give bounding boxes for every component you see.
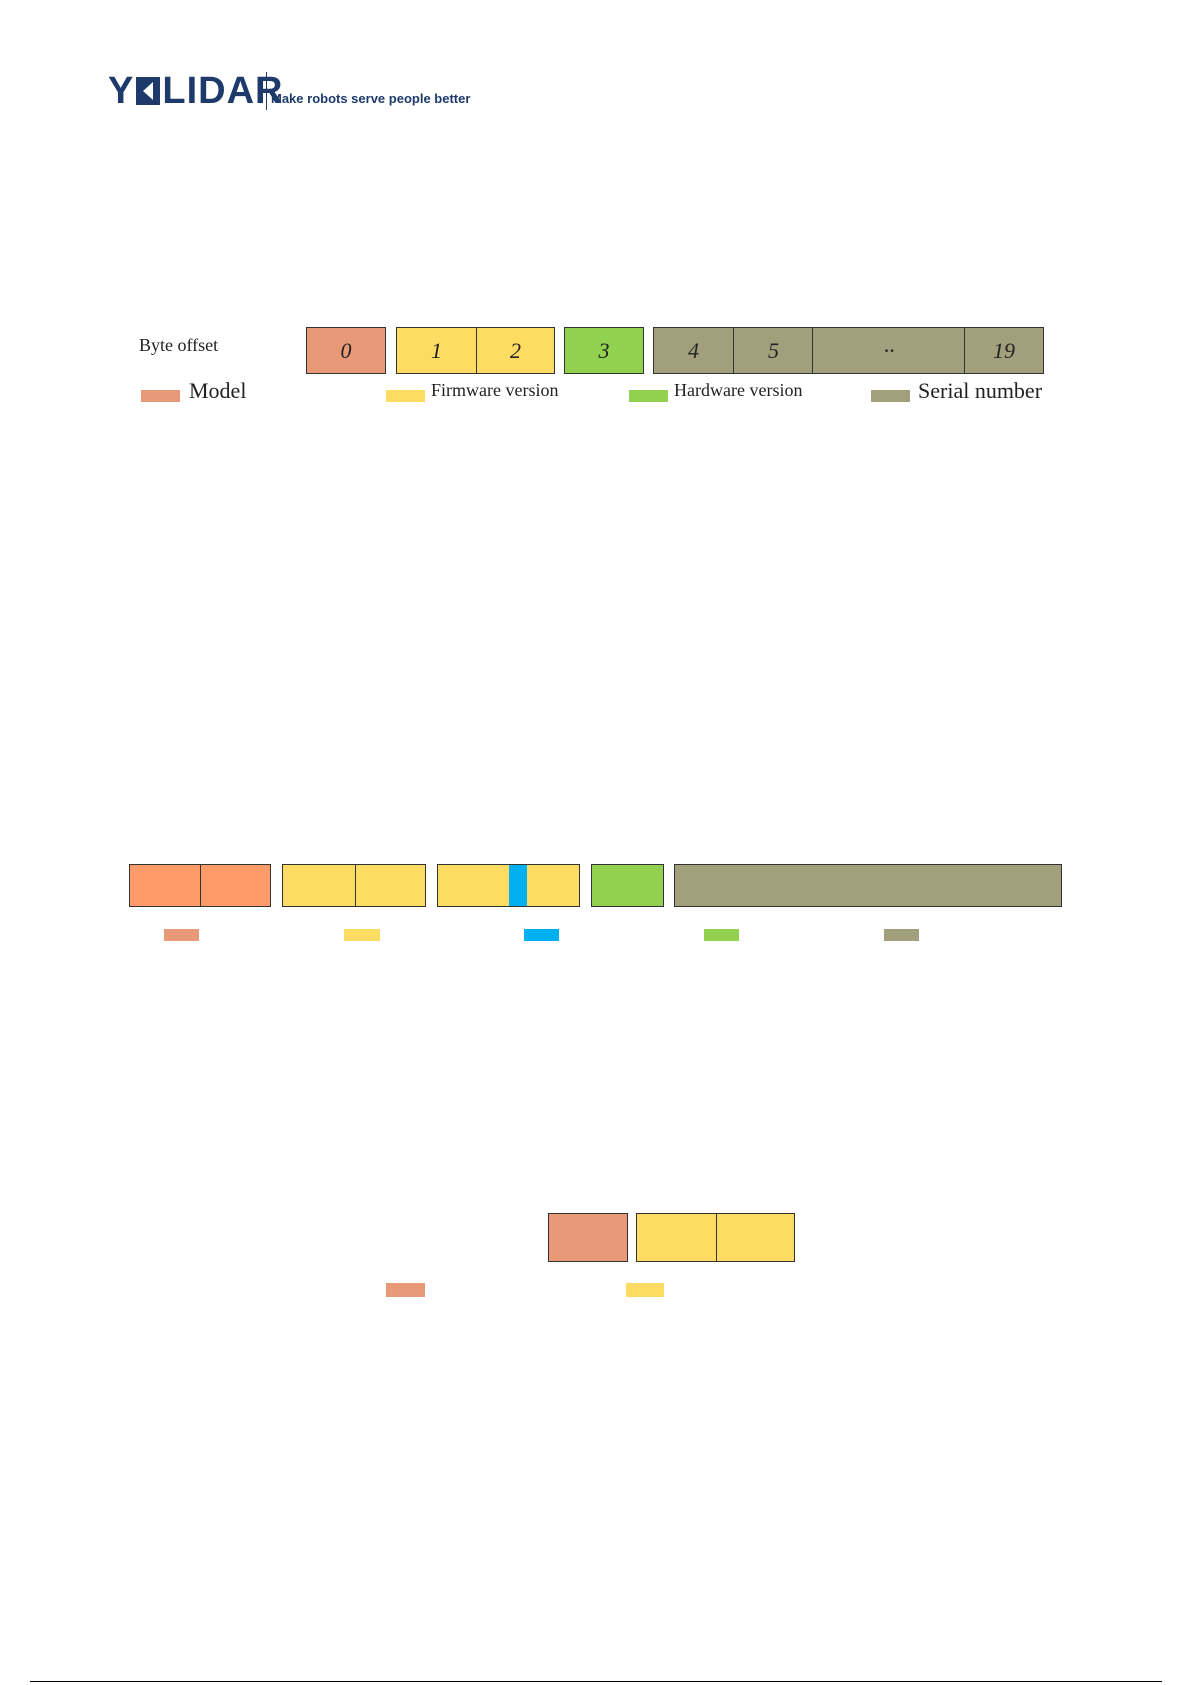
byte-cell: 19 xyxy=(964,328,1043,373)
logo-wordmark: Y LIDAR xyxy=(108,70,283,112)
legend-swatch-b xyxy=(344,929,380,941)
legend-swatch-c xyxy=(524,929,559,941)
byte-cell: 4 xyxy=(688,337,699,363)
legend-label-model: Model xyxy=(189,378,247,403)
logo-divider xyxy=(266,72,267,110)
legend-swatch-e xyxy=(884,929,919,941)
byte-cell xyxy=(200,865,270,906)
byte-cell xyxy=(283,865,355,906)
legend-label-firmware: Firmware version xyxy=(431,380,559,400)
byte-group-serial: 4 5 ·· 19 xyxy=(653,327,1044,374)
byte-cell: 1 xyxy=(431,337,442,363)
logo-eye-icon xyxy=(136,77,161,105)
legend-swatch-firmware xyxy=(386,390,425,402)
byte-cell xyxy=(355,865,425,906)
byte-cell xyxy=(637,1214,716,1261)
byte-cell: 0 xyxy=(340,337,352,363)
byte-group-e xyxy=(674,864,1062,907)
logo-letter-y: Y xyxy=(108,70,135,112)
legend-swatch-model-2 xyxy=(386,1283,425,1297)
byte-group-firmware: 1 2 xyxy=(396,327,555,374)
legend-swatch-firmware-2 xyxy=(626,1283,664,1297)
byte-group-c xyxy=(437,864,580,907)
slogan: Make robots serve people better xyxy=(271,91,471,106)
byte-group-firmware-2 xyxy=(636,1213,795,1262)
legend-label-hardware: Hardware version xyxy=(674,380,803,400)
legend-swatch-hardware xyxy=(629,390,668,402)
legend-swatch-a xyxy=(164,929,199,941)
legend-swatch-model xyxy=(141,390,180,402)
byte-cell: 5 xyxy=(733,328,813,373)
byte-group-d xyxy=(591,864,664,907)
byte-group-b xyxy=(282,864,426,907)
byte-cell: 2 xyxy=(476,328,554,373)
byte-cell xyxy=(130,865,200,906)
logo-letters-lidar: LIDAR xyxy=(162,70,284,112)
byte-group-hardware: 3 xyxy=(564,327,644,374)
byte-group-model: 0 xyxy=(306,327,386,374)
legend-swatch-serial xyxy=(871,390,910,402)
footer-rule xyxy=(30,1681,1162,1682)
byte-cell: 3 xyxy=(598,337,610,363)
byte-cell: ·· xyxy=(812,328,965,373)
byte-cell xyxy=(716,1214,794,1261)
byte-group-a xyxy=(129,864,271,907)
byte-offset-label: Byte offset xyxy=(139,335,219,355)
bit-marker xyxy=(509,865,527,906)
byte-group-model-2 xyxy=(548,1213,628,1262)
legend-label-serial: Serial number xyxy=(918,378,1043,403)
legend-swatch-d xyxy=(704,929,739,941)
